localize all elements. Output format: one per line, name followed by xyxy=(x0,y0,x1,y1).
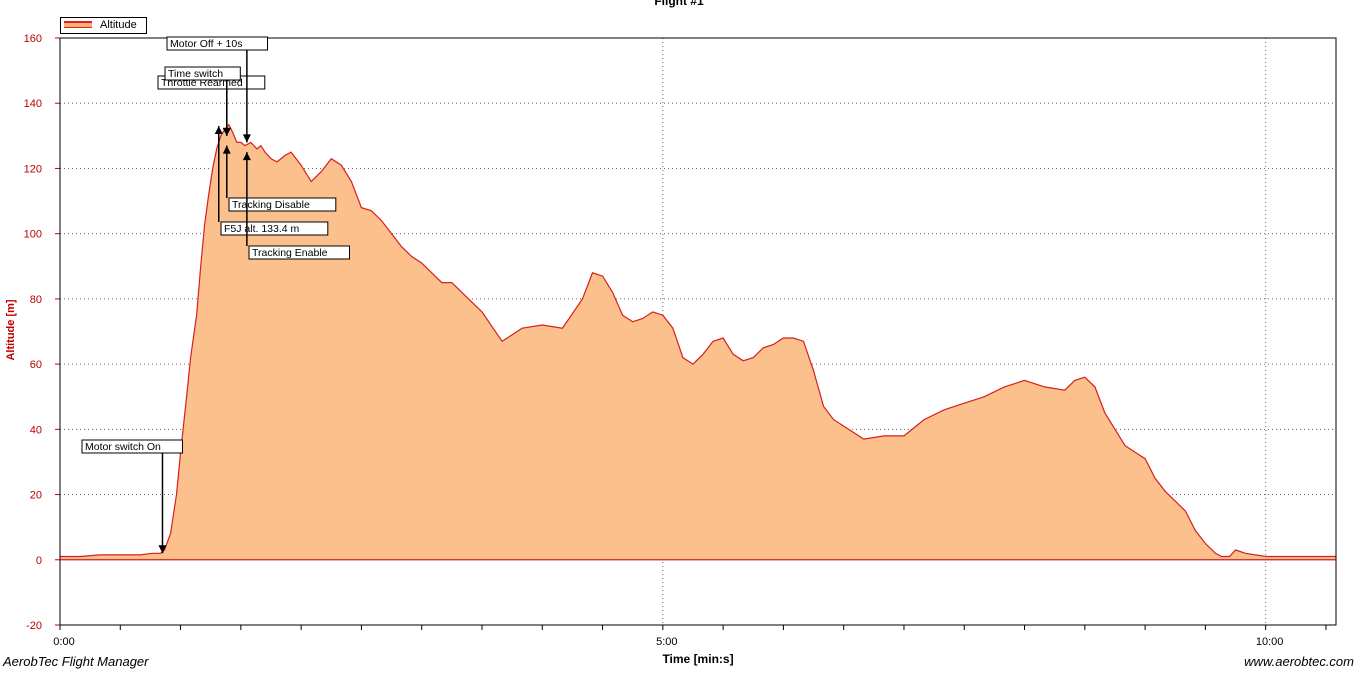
y-tick-label: 140 xyxy=(24,98,42,110)
annotation-arrow xyxy=(242,152,251,161)
altitude-line xyxy=(60,123,1336,558)
axes: -20 0 20 40 60 80 100 120 140 160 0:00 5:00 10:00 xyxy=(24,33,1337,648)
y-tick-label: 60 xyxy=(30,359,42,371)
annotation-label: F5J alt. 133.4 m xyxy=(224,223,300,235)
y-tick-label: 80 xyxy=(30,294,42,306)
legend-swatch-altitude xyxy=(64,21,92,28)
website-link[interactable]: www.aerobtec.com xyxy=(1244,654,1354,669)
legend-label-altitude: Altitude xyxy=(100,19,137,31)
annotation-box xyxy=(81,439,183,454)
legend: Altitude xyxy=(60,17,147,34)
x-tick-label: 5:00 xyxy=(656,636,677,648)
y-tick-label: 40 xyxy=(30,424,42,436)
annotation-box xyxy=(228,197,337,212)
app-name: AerobTec Flight Manager xyxy=(3,654,149,669)
annotation-arrow xyxy=(158,545,167,554)
annotation-arrow xyxy=(242,134,251,143)
y-tick-label: -20 xyxy=(26,620,42,632)
annotation-label: Motor switch On xyxy=(85,441,161,453)
y-axis-label: Altitude [m] xyxy=(5,299,17,360)
annotation-arrow xyxy=(222,127,231,136)
altitude-area xyxy=(60,123,1336,561)
annotation-arrow xyxy=(222,145,231,154)
y-tick-label: 120 xyxy=(24,163,42,175)
altitude-fill xyxy=(60,124,1336,560)
plot-frame xyxy=(59,37,1337,626)
chart-title: Flight #1 xyxy=(654,0,704,8)
y-tick-label: 100 xyxy=(24,229,42,241)
annotation-box xyxy=(164,66,241,81)
annotation-label: Motor Off + 10s xyxy=(170,38,242,50)
y-tick-label: 20 xyxy=(30,490,42,502)
annotation-label: Tracking Disable xyxy=(232,199,310,211)
annotation-box xyxy=(166,36,268,51)
annotation-box xyxy=(248,245,350,260)
x-axis-label: Time [min:s] xyxy=(662,652,733,666)
x-tick-label: 10:00 xyxy=(1256,636,1284,648)
y-tick-label: 160 xyxy=(24,33,42,45)
y-tick-label: 0 xyxy=(36,555,42,567)
annotation-box xyxy=(220,221,329,236)
annotation-arrow xyxy=(214,126,223,135)
annotation-label: Tracking Enable xyxy=(252,247,328,259)
annotation-label: Time switch xyxy=(168,68,223,80)
x-tick-label: 0:00 xyxy=(53,636,74,648)
